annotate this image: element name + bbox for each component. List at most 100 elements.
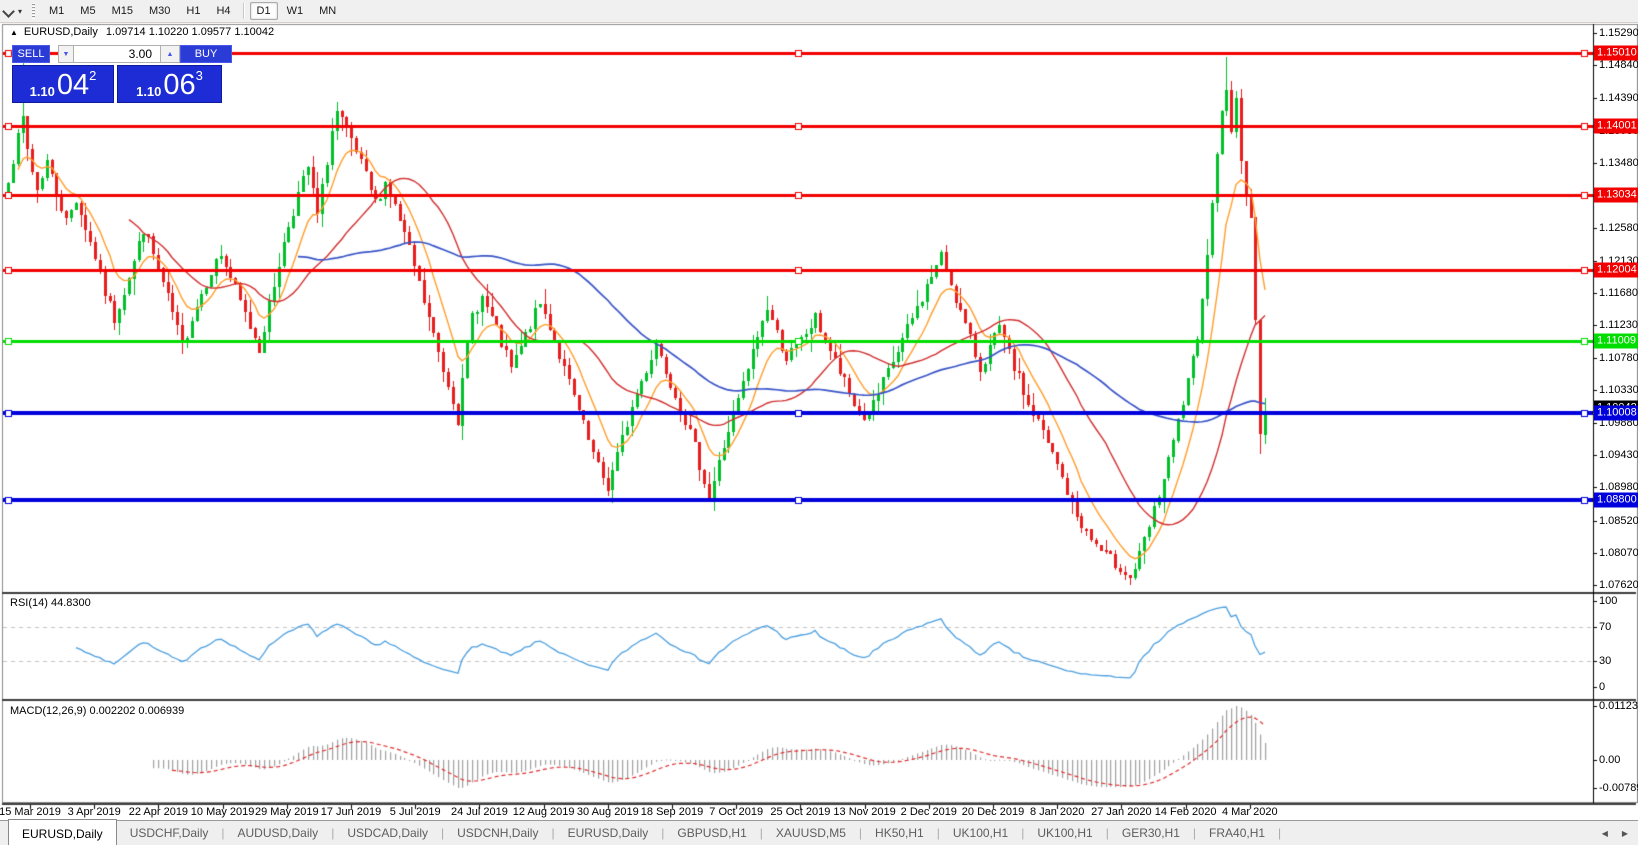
price-axis-tick: 1.11680 [1599, 286, 1638, 299]
chart-tab-eurusd-daily[interactable]: EURUSD,Daily [8, 819, 117, 845]
sell-price-prefix: 1.10 [29, 84, 55, 99]
sell-price-digits: 04 [56, 69, 90, 101]
toolbar-separator [242, 3, 245, 19]
chart-tab-xauusd-m5[interactable]: XAUUSD,M5 [775, 826, 846, 840]
timeframe-button-h4[interactable]: H4 [216, 5, 231, 17]
tab-separator: | [936, 826, 940, 840]
date-axis-label: 8 Jan 2020 [1029, 806, 1085, 818]
hline-price-label: 1.10008 [1594, 405, 1638, 421]
spread-increase-button[interactable]: ▲ [160, 45, 180, 63]
timeframe-button-m5[interactable]: M5 [80, 5, 96, 17]
timeframe-button-m1[interactable]: M1 [49, 5, 65, 17]
buy-price-pip: 3 [195, 68, 203, 83]
chevron-down-icon[interactable]: ▾ [18, 6, 23, 16]
tab-separator: | [1192, 826, 1197, 840]
tab-separator: | [441, 826, 445, 840]
price-axis-tick: 1.14840 [1599, 59, 1638, 72]
buy-price-digits: 06 [163, 69, 196, 101]
buy-price-prefix: 1.10 [136, 84, 162, 99]
macd-axis-tick: 0.00 [1599, 753, 1621, 766]
price-axis-tick: 1.12580 [1599, 222, 1638, 235]
chart-tab-eurusd-daily[interactable]: EURUSD,Daily [567, 826, 649, 840]
date-axis-label: 20 Dec 2019 [961, 806, 1025, 818]
rsi-axis-tick: 100 [1599, 595, 1618, 607]
hline-price-label: 1.14001 [1594, 118, 1638, 134]
timeframe-buttons: M1 M5 M15 M30 H1 H4 D1 W1 MN [41, 2, 344, 20]
sell-price-pip: 2 [89, 68, 97, 83]
chart-tab-usdcad-daily[interactable]: USDCAD,Daily [347, 826, 428, 840]
one-click-trade-panel: SELL ▼ 3.00 ▲ BUY 1.10 04 2 1.10 06 3 [12, 45, 232, 103]
price-axis-tick: 1.10780 [1599, 351, 1638, 364]
tab-separator: | [1105, 826, 1109, 840]
price-axis-tick: 1.13480 [1599, 157, 1638, 170]
toolbar-grip[interactable] [32, 3, 36, 19]
rsi-axis-tick: 0 [1599, 681, 1606, 693]
rsi-axis-tick: 30 [1599, 655, 1612, 668]
price-axis-tick: 1.07620 [1599, 579, 1638, 592]
price-axis-tick: 1.15290 [1599, 27, 1638, 39]
date-axis-label: 25 Oct 2019 [770, 806, 831, 818]
date-axis-label: 3 Apr 2019 [67, 806, 121, 818]
buy-button[interactable]: BUY [180, 45, 232, 63]
tab-separator: | [1021, 826, 1025, 840]
date-axis-label: 29 May 2019 [254, 806, 319, 818]
chart-tab-ger30-h1[interactable]: GER30,H1 [1121, 826, 1180, 840]
hline-price-label: 1.13034 [1594, 187, 1638, 203]
timeframe-button-w1[interactable]: W1 [286, 5, 304, 17]
rsi-axis-tick: 70 [1599, 620, 1612, 633]
tab-separator: | [221, 826, 225, 840]
date-axis-label: 14 Feb 2020 [1154, 806, 1217, 818]
date-axis-label: 30 Aug 2019 [576, 806, 639, 818]
date-axis-label: 12 Aug 2019 [512, 806, 575, 818]
date-axis-label: 10 May 2019 [190, 806, 255, 818]
chart-tab-audusd-daily[interactable]: AUDUSD,Daily [237, 826, 319, 840]
timeframe-button-mn[interactable]: MN [319, 5, 337, 17]
chart-tab-gbpusd-h1[interactable]: GBPUSD,H1 [677, 826, 747, 840]
hline-price-label: 1.08800 [1594, 492, 1638, 508]
date-axis-label: 24 Jul 2019 [450, 806, 508, 818]
chart-tab-fra40-h1[interactable]: FRA40,H1 [1209, 826, 1266, 840]
macd-label: MACD(12,26,9) 0.002202 0.006939 [10, 705, 185, 717]
chart-tab-uk100-h1[interactable]: UK100,H1 [952, 826, 1009, 840]
sell-button[interactable]: SELL [12, 45, 50, 63]
price-axis-tick: 1.08070 [1599, 546, 1638, 559]
hline-price-label: 1.11009 [1594, 333, 1638, 349]
timeframe-button-m15[interactable]: M15 [111, 5, 133, 17]
tab-scroll-right-icon[interactable]: ▶ [1621, 829, 1628, 838]
date-axis-label: 5 Jul 2019 [389, 806, 441, 818]
tab-separator: | [331, 826, 335, 840]
macd-axis-tick: 0.011232 [1599, 700, 1638, 712]
chart-tab-hk50-h1[interactable]: HK50,H1 [875, 826, 924, 840]
date-axis-label: 15 Mar 2019 [0, 806, 61, 818]
date-axis-label: 7 Oct 2019 [709, 806, 764, 818]
tab-scroll-left-icon[interactable]: ◀ [1601, 829, 1608, 838]
date-axis-label: 18 Sep 2019 [640, 806, 704, 818]
price-axis-tick: 1.08520 [1599, 514, 1638, 527]
price-axis-tick: 1.09430 [1599, 448, 1638, 461]
tab-separator: | [858, 826, 863, 840]
timeframe-button-h1[interactable]: H1 [186, 5, 201, 17]
hline-price-label: 1.12004 [1594, 262, 1638, 278]
collapse-triangle-icon[interactable]: ▲ [10, 28, 18, 37]
price-axis-tick: 1.14390 [1599, 91, 1638, 104]
buy-price-button[interactable]: 1.10 06 3 [117, 65, 222, 103]
spread-input[interactable]: 3.00 [74, 45, 160, 63]
chart-tab-usdchf-daily[interactable]: USDCHF,Daily [129, 826, 209, 840]
tab-separator: | [1278, 826, 1282, 840]
tab-separator: | [661, 826, 665, 840]
chart-tab-bar: EURUSD,Daily USDCHF,Daily | AUDUSD,Daily | US… [0, 819, 1638, 845]
date-axis-label: 27 Jan 2020 [1091, 806, 1152, 818]
timeframe-button-m30[interactable]: M30 [148, 5, 171, 17]
spread-decrease-button[interactable]: ▼ [58, 45, 74, 63]
sell-price-button[interactable]: 1.10 04 2 [12, 65, 114, 103]
chart-title-bar: ▲ EURUSD,Daily 1.09714 1.10220 1.09577 1.1… [10, 26, 274, 38]
chart-tab-uk100-h1[interactable]: UK100,H1 [1037, 826, 1093, 840]
cursor-tool-icon[interactable] [2, 5, 16, 17]
price-axis-tick: 1.11230 [1599, 319, 1638, 332]
date-axis-label: 13 Nov 2019 [833, 806, 896, 818]
chart-tab-usdcnh-daily[interactable]: USDCNH,Daily [457, 826, 539, 840]
ohlc-values: 1.09714 1.10220 1.09577 1.10042 [105, 26, 275, 38]
timeframe-button-d1[interactable]: D1 [249, 2, 278, 20]
